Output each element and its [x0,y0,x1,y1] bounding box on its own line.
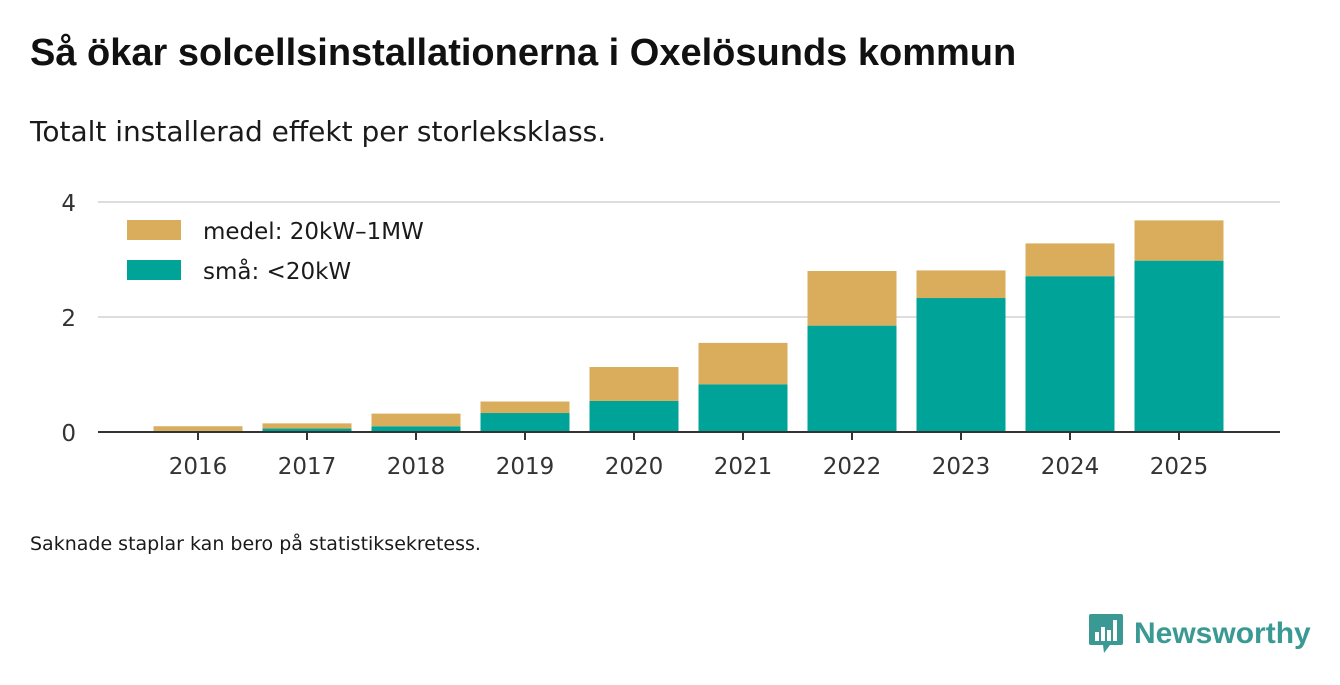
bar-segment[interactable] [807,325,897,432]
x-tick-label: 2018 [387,454,446,480]
x-tick-label: 2017 [278,454,337,480]
x-tick-label: 2020 [605,454,664,480]
bar-segment[interactable] [698,384,788,432]
bar-segment[interactable] [698,342,788,385]
bars [153,220,1224,432]
x-tick-label: 2025 [1150,454,1209,480]
x-tick-label: 2021 [714,454,773,480]
bar-segment[interactable] [153,426,243,431]
bar-segment[interactable] [1025,276,1115,432]
bar-segment[interactable] [807,271,897,326]
footnote: Saknade staplar kan bero på statistiksek… [30,533,481,555]
bar-segment[interactable] [916,298,1006,432]
x-tick-label: 2023 [932,454,991,480]
legend-label: små: <20kW [203,257,351,285]
bar-segment[interactable] [589,367,679,401]
bar-segment[interactable] [262,423,352,429]
bar-segment[interactable] [1025,243,1115,277]
legend[interactable]: medel: 20kW–1MW små: <20kW [127,219,424,285]
chart-title: Så ökar solcellsinstallationerna i Oxelö… [30,32,1017,74]
x-tick-label: 2019 [496,454,555,480]
bar-segment[interactable] [1134,220,1224,261]
bar-segment[interactable] [916,270,1006,299]
legend-swatch [127,260,181,280]
legend-swatch [127,220,181,240]
legend-item[interactable]: medel: 20kW–1MW [127,219,424,245]
x-tick-label: 2016 [169,454,228,480]
bar-segment[interactable] [589,400,679,432]
chart-subtitle: Totalt installerad effekt per storlekskl… [30,115,607,148]
legend-item[interactable]: små: <20kW [127,257,351,285]
y-axis-ticks: 0 2 4 [61,191,76,447]
bar-segment[interactable] [1134,260,1224,432]
legend-label: medel: 20kW–1MW [203,219,424,245]
bar-segment[interactable] [371,413,461,427]
bar-segment[interactable] [480,401,570,414]
y-tick-label: 0 [61,421,76,447]
x-axis-ticks: 2016 2017 2018 2019 2020 2021 2022 2023 2024 2025 [169,432,1209,480]
bar-segment[interactable] [480,413,570,432]
bar-segment[interactable] [371,426,461,432]
brand-name: Newsworthy [1134,617,1311,650]
x-tick-label: 2024 [1041,454,1100,480]
brand-logo[interactable]: Newsworthy [1088,612,1311,656]
stacked-bar-chart: 0 2 4 2016 2017 2018 2019 2020 2021 2022 2023 2024… [61,191,1280,480]
newsworthy-logo-icon [1089,614,1123,653]
bar-segment[interactable] [262,428,352,432]
y-tick-label: 4 [61,191,76,217]
y-tick-label: 2 [61,306,76,332]
x-tick-label: 2022 [823,454,882,480]
